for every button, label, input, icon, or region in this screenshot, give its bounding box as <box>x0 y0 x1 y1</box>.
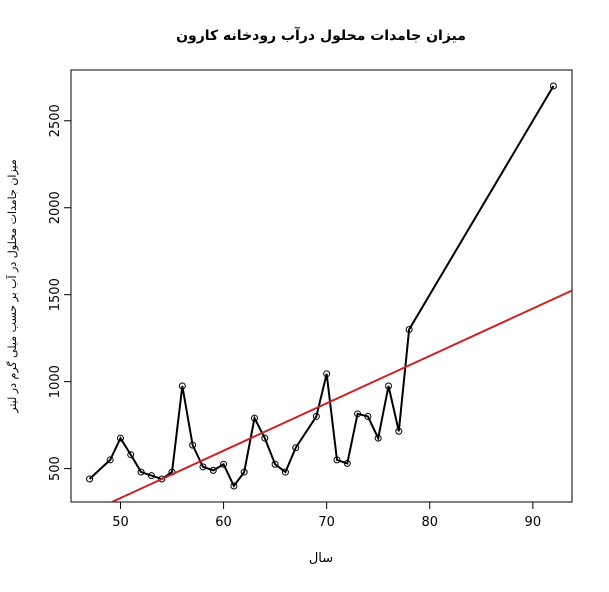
data-point <box>158 475 166 483</box>
x-tick-label: 70 <box>318 515 335 530</box>
data-point <box>199 463 207 471</box>
data-point <box>364 412 372 420</box>
data-point <box>106 456 114 464</box>
data-point <box>86 475 94 483</box>
x-tick-label: 50 <box>112 515 129 530</box>
data-point <box>549 82 557 90</box>
data-point <box>116 434 124 442</box>
x-tick-label: 80 <box>421 515 438 530</box>
plot-area <box>86 82 572 502</box>
data-point <box>178 382 186 390</box>
y-axis-label: میزان جامدات محلول در آب بر حسب میلی گرم… <box>5 159 19 414</box>
data-point <box>147 472 155 480</box>
data-point <box>312 412 320 420</box>
chart-title: میزان جامدات محلول درآب رودخانه کارون <box>176 26 466 44</box>
data-point <box>230 482 238 490</box>
y-tick-label: 1000 <box>48 365 63 398</box>
y-tick-label: 2500 <box>48 104 63 137</box>
data-point <box>385 382 393 390</box>
data-point <box>292 444 300 452</box>
data-point <box>281 468 289 476</box>
data-point <box>250 414 258 422</box>
data-point <box>343 459 351 467</box>
series-line <box>109 289 572 502</box>
x-tick-label: 60 <box>215 515 232 530</box>
data-point <box>127 451 135 459</box>
y-tick-label: 2000 <box>48 191 63 224</box>
data-point <box>271 460 279 468</box>
data-point <box>137 468 145 476</box>
data-point <box>189 441 197 449</box>
data-point <box>323 370 331 378</box>
data-point <box>209 466 217 474</box>
series-line <box>88 85 555 488</box>
data-point <box>261 434 269 442</box>
data-point <box>395 427 403 435</box>
data-point <box>405 325 413 333</box>
data-point <box>354 410 362 418</box>
data-point <box>374 434 382 442</box>
plot-frame <box>70 69 573 503</box>
y-tick-label: 1500 <box>48 278 63 311</box>
data-point <box>220 460 228 468</box>
x-tick-label: 90 <box>525 515 542 530</box>
data-point <box>333 456 341 464</box>
x-axis-label: سال <box>309 551 333 566</box>
data-point <box>240 468 248 476</box>
y-tick-label: 500 <box>48 456 63 481</box>
